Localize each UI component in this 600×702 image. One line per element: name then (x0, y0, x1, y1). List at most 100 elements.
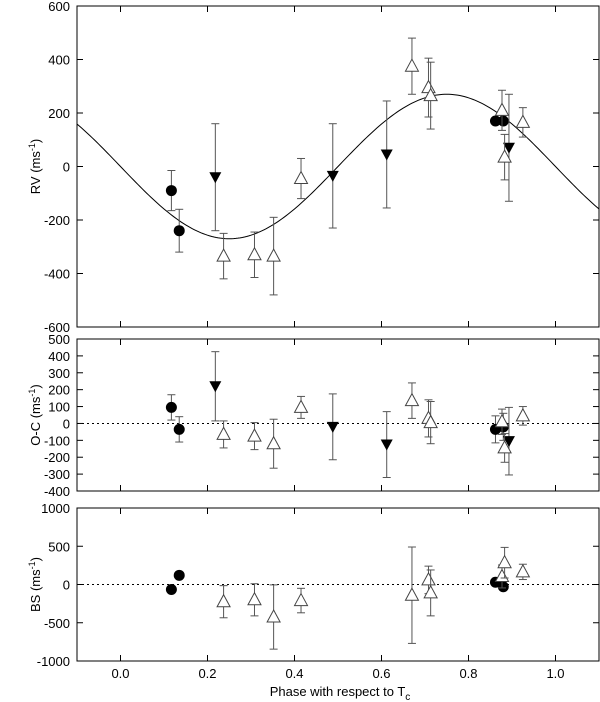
x-tick-label: 0.4 (285, 666, 303, 681)
bs-ylabel-sup: -1 (27, 561, 37, 569)
bs-point-up-triangle (293, 592, 309, 607)
oc-point-down-triangle (326, 421, 339, 433)
rv-point-down-triangle (502, 142, 515, 154)
rv-ytick-label: -600 (44, 320, 70, 335)
bs-point-up-triangle (266, 608, 281, 623)
bs-series-set-a (165, 569, 509, 595)
rv-point-up-triangle (494, 102, 510, 116)
oc-y-axis-title: O-C (ms-1) (27, 384, 43, 445)
oc-ytick-label: 100 (48, 400, 70, 415)
rv-ytick-label: 200 (48, 106, 70, 121)
rv-series-set-b (209, 93, 515, 232)
oc-series-set-c (216, 382, 531, 469)
bs-point-up-triangle (515, 563, 531, 578)
oc-ytick-label: 300 (48, 366, 70, 381)
rv-point-down-triangle (380, 149, 393, 161)
x-tick-label: 0.8 (459, 666, 477, 681)
bs-ytick-label: -500 (44, 616, 70, 631)
oc-ylabel-sup: -1 (27, 389, 37, 397)
oc-ytick-label: -100 (44, 433, 70, 448)
rv-point-circle (165, 185, 177, 197)
oc-series-set-b (209, 351, 515, 478)
oc-point-up-triangle (404, 392, 420, 407)
oc-point-down-triangle (502, 436, 515, 448)
oc-ylabel-main: O-C (ms (28, 396, 43, 446)
oc-ytick-label: -200 (44, 450, 70, 465)
x-tick-label: 1.0 (546, 666, 564, 681)
rv-ytick-label: 0 (63, 160, 70, 175)
rv-ytick-label: 600 (48, 0, 70, 14)
bs-point-up-triangle (247, 591, 262, 606)
rv-ylabel-close: ) (28, 139, 43, 143)
rv-point-up-triangle (266, 248, 281, 262)
rv-point-circle (497, 115, 509, 127)
rv-point-up-triangle (404, 58, 420, 72)
bs-point-circle (497, 581, 509, 593)
oc-point-up-triangle (266, 435, 281, 450)
rv-point-up-triangle (216, 248, 231, 262)
rv-ytick-label: 400 (48, 53, 70, 68)
bs-ylabel-main: BS (ms (28, 569, 43, 612)
oc-ytick-label: -300 (44, 467, 70, 482)
rv-series-set-a (165, 115, 509, 253)
bs-y-axis-title: BS (ms-1) (27, 557, 43, 612)
x-tick-label: 0.2 (198, 666, 216, 681)
bs-ytick-label: -1000 (37, 654, 70, 669)
oc-point-up-triangle (293, 399, 309, 413)
rv-point-up-triangle (247, 246, 262, 261)
oc-ytick-label: 0 (63, 416, 70, 431)
oc-ytick-label: -400 (44, 484, 70, 499)
oc-ytick-label: 400 (48, 349, 70, 364)
rv-point-circle (489, 115, 501, 127)
rv-point-up-triangle (515, 114, 531, 128)
x-axis-title: Phase with respect to Tc (270, 684, 411, 702)
bs-point-circle (165, 583, 177, 595)
bs-ylabel-close: ) (28, 557, 43, 561)
rv-model-curve (77, 93, 599, 240)
rv-series-set-c (216, 37, 531, 296)
oc-point-down-triangle (380, 439, 393, 451)
oc-point-circle (165, 401, 177, 413)
rv-panel: -600 -400 -200 0 200 400 600 RV (ms-1) (27, 0, 600, 335)
bs-point-up-triangle (497, 554, 512, 569)
bs-point-up-triangle (423, 584, 438, 599)
bs-panel: -1000 -500 0 500 1000 0.0 0.2 0.4 0.6 0.8 1.0 BS (m… (27, 501, 600, 681)
bs-ytick-label: 0 (63, 578, 70, 593)
oc-point-up-triangle (216, 426, 231, 440)
rv-ylabel-sup: -1 (27, 143, 37, 151)
oc-frame (76, 338, 600, 492)
rv-point-up-triangle (421, 79, 436, 94)
oc-ytick-label: 200 (48, 383, 70, 398)
oc-point-up-triangle (247, 428, 262, 442)
oc-point-up-triangle (515, 407, 531, 422)
bs-point-up-triangle (404, 587, 420, 601)
bs-series-set-c (216, 546, 531, 650)
bs-point-up-triangle (216, 593, 231, 608)
rv-point-down-triangle (326, 170, 339, 182)
rv-ytick-label: -200 (44, 213, 70, 228)
oc-point-up-triangle (423, 414, 438, 429)
bs-ytick-label: 1000 (41, 501, 70, 516)
oc-point-circle (173, 423, 185, 435)
oc-point-up-triangle (494, 413, 510, 428)
rv-ylabel-main: RV (ms (28, 151, 43, 195)
rv-y-axis-title: RV (ms-1) (27, 139, 43, 194)
rv-point-up-triangle (423, 87, 438, 102)
bs-point-circle (173, 569, 185, 581)
rv-point-up-triangle (293, 170, 309, 185)
bs-ytick-label: 500 (48, 539, 70, 554)
rv-ytick-label: -400 (44, 267, 70, 282)
oc-ylabel-close: ) (28, 384, 43, 388)
rv-point-up-triangle (497, 149, 512, 163)
oc-series-set-a (165, 394, 509, 444)
rv-point-circle (173, 225, 185, 237)
oc-ytick-label: 500 (48, 332, 70, 347)
bs-point-up-triangle (494, 568, 510, 582)
x-tick-label: 0.0 (111, 666, 129, 681)
oc-point-up-triangle (497, 439, 512, 454)
oc-point-down-triangle (209, 381, 222, 393)
x-tick-label: 0.6 (372, 666, 390, 681)
